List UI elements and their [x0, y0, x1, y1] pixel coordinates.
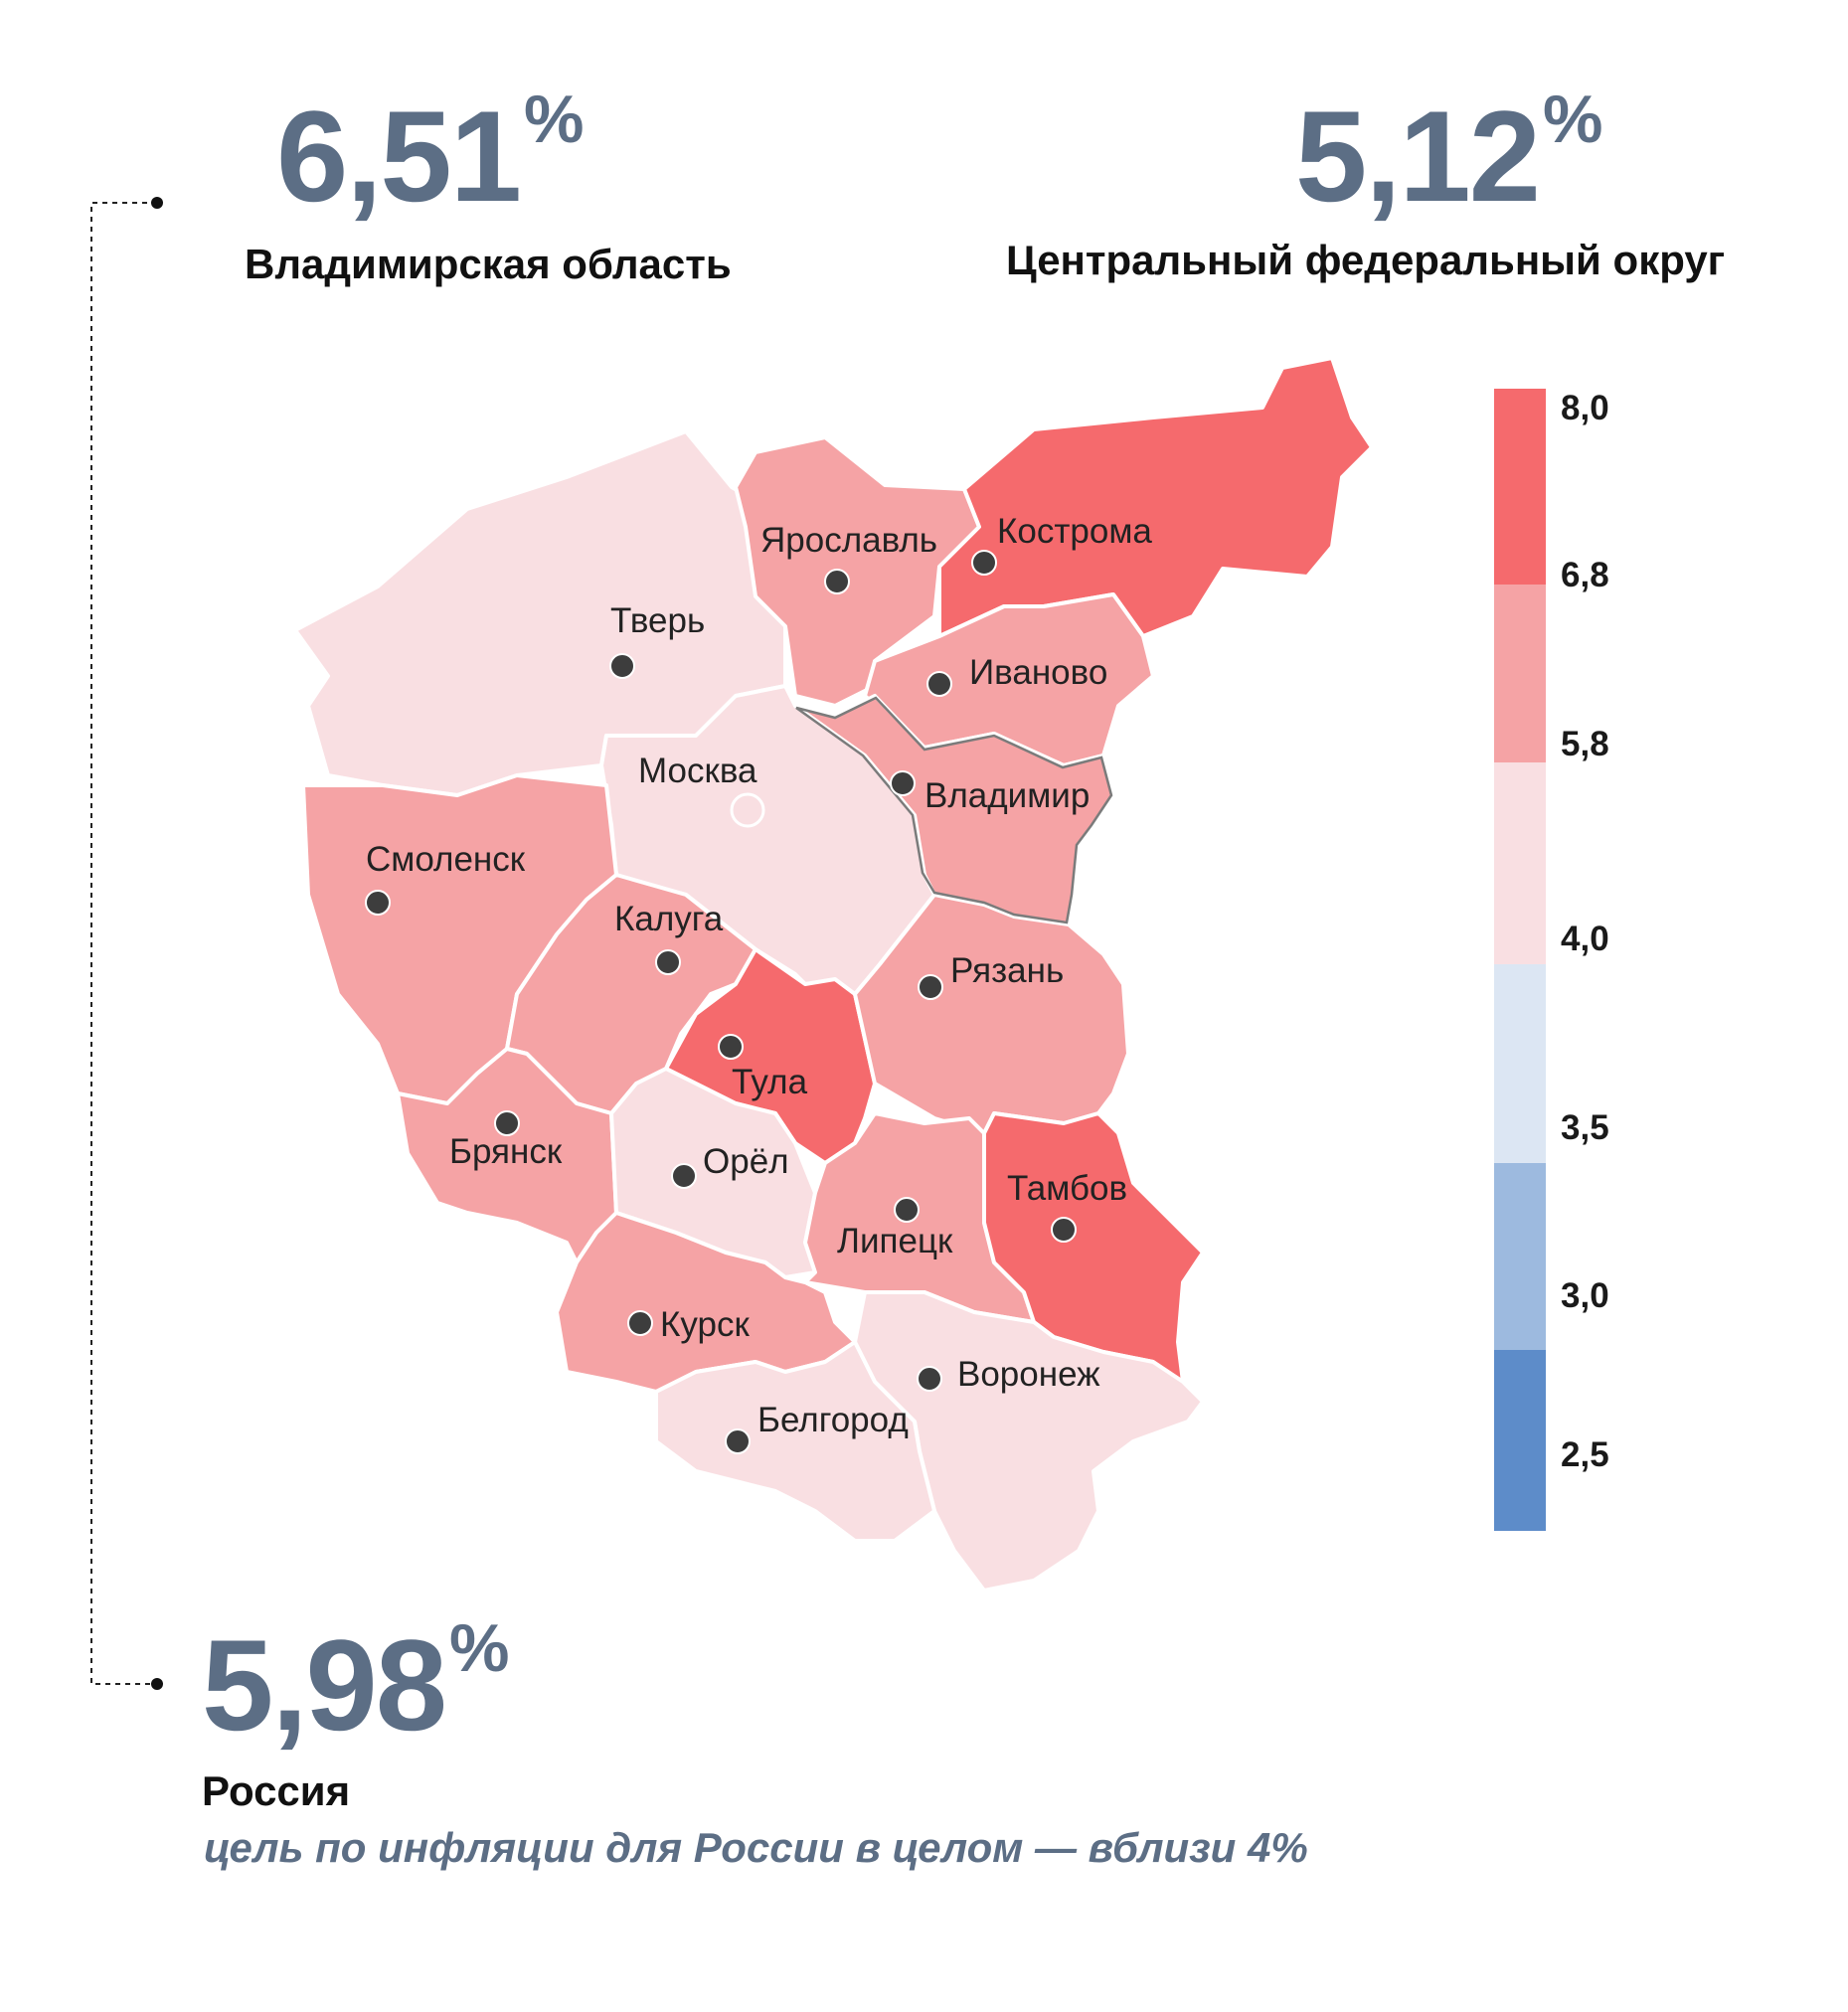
legend-tick-label: 2,5: [1561, 1435, 1609, 1474]
city-label: Смоленск: [366, 840, 526, 879]
city-label: Калуга: [614, 900, 724, 938]
city-dot: [609, 653, 635, 679]
legend-tick-label: 6,8: [1561, 556, 1609, 594]
cfo-value-unit: %: [1543, 82, 1602, 157]
city-label: Рязань: [950, 951, 1064, 990]
legend-band: [1494, 585, 1546, 762]
legend-tick-label: 3,0: [1561, 1276, 1609, 1315]
cfo-value-number: 5,12: [1295, 84, 1541, 229]
vladimir-value-unit: %: [524, 82, 584, 157]
moscow-city-marker: [730, 792, 765, 828]
vladimir-value-number: 6,51: [276, 84, 522, 229]
russia-value-number: 5,98: [202, 1612, 447, 1758]
city-label: Тамбов: [1007, 1169, 1127, 1208]
city-label: Орёл: [703, 1142, 789, 1181]
city-dot: [917, 1366, 942, 1392]
dashed-connector: [90, 197, 163, 1690]
city-dot: [365, 890, 391, 916]
city-label: Ярославль: [760, 521, 937, 560]
city-dot: [1051, 1217, 1077, 1243]
city-dot: [671, 1163, 697, 1189]
cfo-label: Центральный федеральный округ: [1006, 237, 1726, 283]
city-label: Воронеж: [957, 1355, 1100, 1394]
city-dot: [627, 1310, 653, 1336]
city-markers: Тверь Ярославль Кострома Иваново Москва Влади…: [365, 512, 1152, 1454]
legend-tick-label: 5,8: [1561, 725, 1609, 763]
city-dot: [725, 1428, 751, 1454]
city-dot: [918, 974, 943, 1000]
legend-tick-label: 8,0: [1561, 389, 1609, 427]
russia-value: 5,98%: [202, 1614, 510, 1750]
city-label: Липецк: [837, 1222, 953, 1260]
city-dot: [890, 770, 916, 796]
legend-band: [1494, 964, 1546, 1163]
city-dot: [824, 569, 850, 594]
city-label: Владимир: [924, 776, 1090, 815]
inflation-target-note: цель по инфляции для России в целом — вб…: [204, 1824, 1308, 1871]
city-label: Курск: [660, 1305, 750, 1344]
city-label: Кострома: [997, 512, 1152, 551]
region-kursk: [555, 1211, 857, 1394]
region-belgorod: [654, 1340, 936, 1543]
city-dot: [894, 1197, 920, 1223]
city-label: Иваново: [969, 653, 1107, 692]
city-dot: [494, 1110, 520, 1136]
city-dot: [655, 949, 681, 975]
legend-tick-label: 4,0: [1561, 920, 1609, 958]
city-dot: [926, 671, 952, 697]
city-label: Москва: [638, 752, 757, 790]
region-kostroma: [937, 356, 1374, 638]
region-yaroslavl: [734, 435, 981, 708]
legend-tick-label: 3,5: [1561, 1108, 1609, 1147]
region-tambov: [982, 1111, 1205, 1384]
vladimir-value: 6,51%: [276, 85, 585, 221]
russia-label: Россия: [202, 1767, 351, 1814]
city-label: Тверь: [610, 601, 705, 640]
vladimir-label: Владимирская область: [245, 241, 732, 287]
cfo-value: 5,12%: [1295, 85, 1603, 221]
city-label: Белгород: [757, 1401, 909, 1439]
legend-band: [1494, 1163, 1546, 1350]
city-label: Тула: [732, 1063, 808, 1101]
color-scale-legend: 8,0 6,8 5,8 4,0 3,5 3,0 2,5: [1494, 389, 1609, 1531]
legend-band: [1494, 762, 1546, 964]
city-label: Брянск: [449, 1132, 563, 1171]
russia-value-unit: %: [449, 1610, 509, 1686]
legend-band: [1494, 1350, 1546, 1531]
vladimir-outline: [795, 696, 1113, 924]
city-dot: [718, 1034, 744, 1060]
map-regions: [293, 356, 1374, 1593]
legend-band: [1494, 389, 1546, 585]
city-dot: [971, 550, 997, 576]
